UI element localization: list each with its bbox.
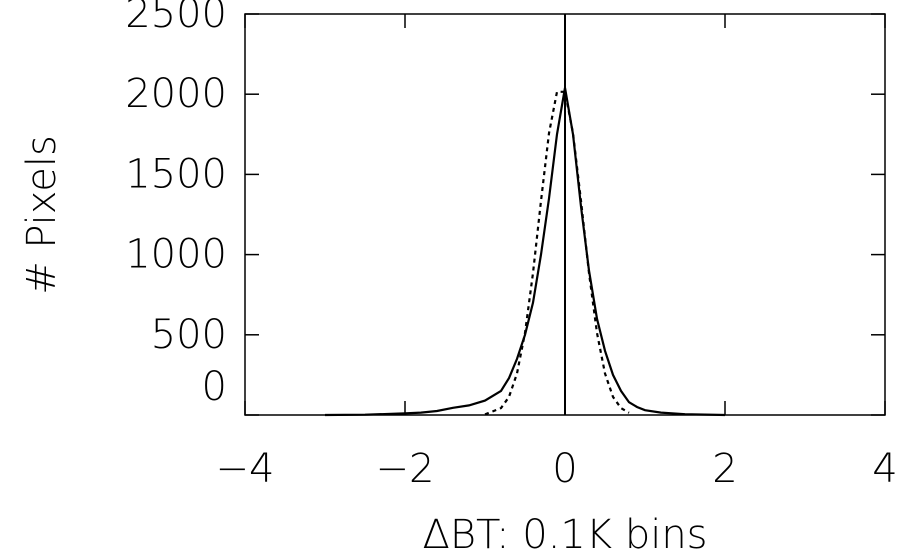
x-tick-label: 2 bbox=[712, 446, 737, 492]
y-tick-label: 500 bbox=[151, 312, 227, 358]
line-series bbox=[324, 87, 726, 417]
y-tick-label: 1000 bbox=[125, 232, 227, 278]
x-tick-label: 0 bbox=[552, 446, 577, 492]
x-tick-label: 4 bbox=[872, 446, 897, 492]
y-tick-label: 1500 bbox=[125, 151, 227, 197]
y-tick-label: 2000 bbox=[125, 71, 227, 117]
y-tick-label: 0 bbox=[202, 364, 227, 410]
x-tick-label: −4 bbox=[216, 446, 275, 492]
y-tick-label: 2500 bbox=[125, 0, 227, 37]
y-axis-label: # Pixels bbox=[19, 135, 65, 295]
line-series bbox=[484, 90, 630, 416]
x-axis-label: ΔBT: 0.1K bins bbox=[422, 512, 707, 556]
x-tick-label: −2 bbox=[376, 446, 435, 492]
